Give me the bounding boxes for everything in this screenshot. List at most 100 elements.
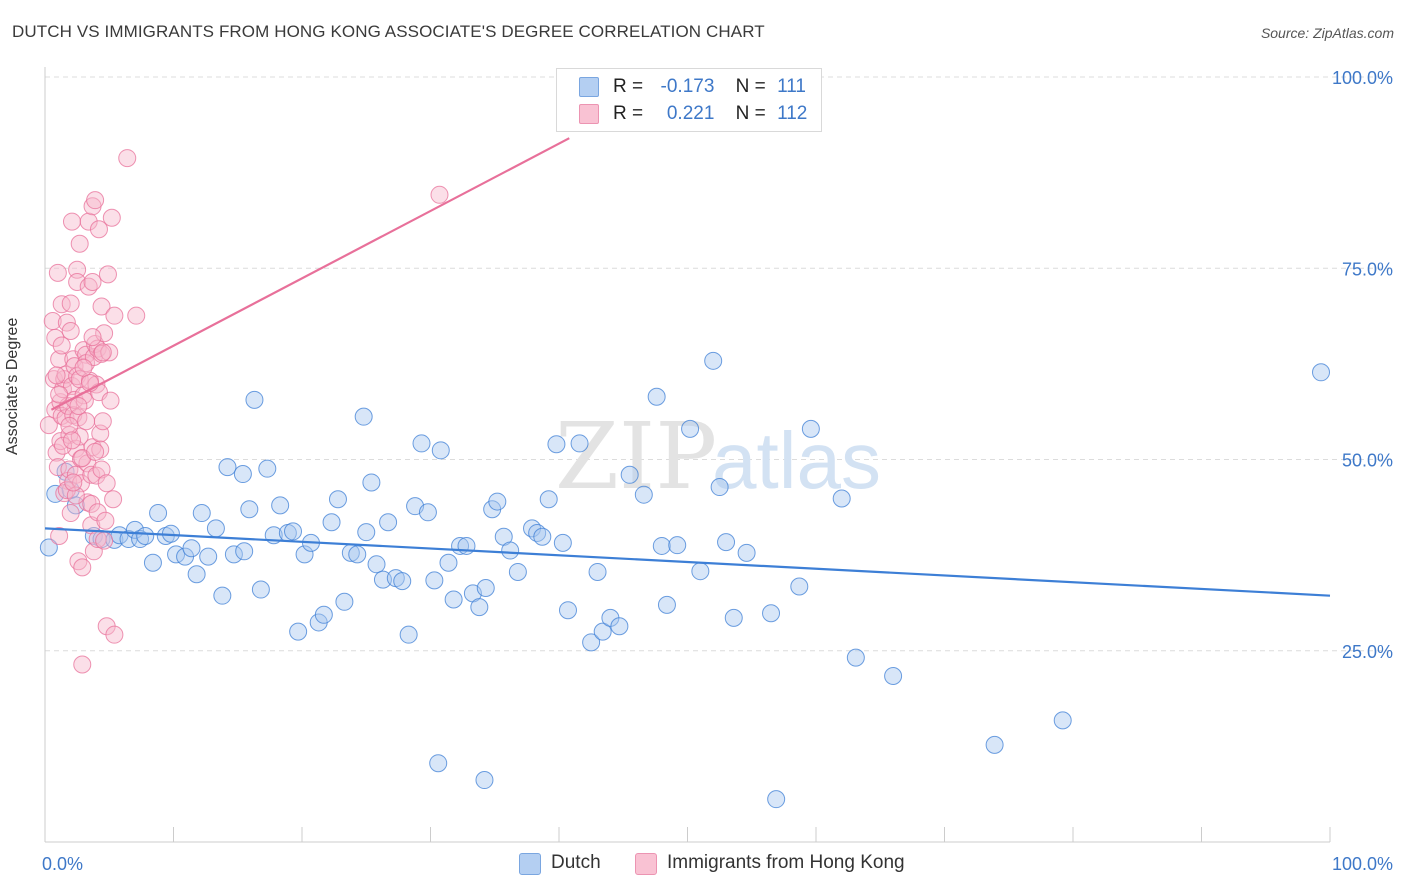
- dutch-point: [289, 622, 308, 641]
- hongkong-point: [60, 416, 79, 435]
- dutch-point: [475, 771, 494, 790]
- tick-labels: 25.0% 50.0% 75.0% 100.0% 0.0% 100.0%: [42, 68, 1393, 874]
- dutch-point: [233, 465, 252, 484]
- dutch-point: [235, 542, 254, 561]
- dutch-point: [610, 617, 629, 636]
- legend-label-dutch: Dutch: [551, 852, 601, 873]
- hongkong-point: [61, 504, 80, 523]
- hongkong-point: [105, 625, 124, 644]
- dutch-point: [328, 490, 347, 509]
- dutch-point: [412, 434, 431, 453]
- watermark-atlas: atlas: [712, 416, 881, 505]
- dutch-point: [681, 419, 700, 438]
- dutch-point: [832, 489, 851, 508]
- dutch-point: [593, 622, 612, 641]
- dutch-point: [668, 536, 687, 555]
- dutch-point: [634, 485, 653, 504]
- hongkong-point: [83, 328, 102, 347]
- dutch-point: [457, 536, 476, 555]
- dutch-point: [439, 553, 458, 572]
- hongkong-point: [105, 306, 124, 325]
- dutch-point: [136, 527, 155, 545]
- dutch-point: [488, 492, 507, 511]
- stats-n-label-dutch: N =: [735, 76, 766, 97]
- stats-n-label-hongkong: N =: [735, 103, 766, 124]
- dutch-point: [46, 484, 65, 503]
- dutch-point: [143, 553, 162, 572]
- trend-lines: [44, 137, 1331, 597]
- hongkong-point: [93, 412, 112, 431]
- dutch-point: [508, 562, 527, 581]
- dutch-point: [691, 562, 710, 581]
- stats-r-label-hongkong: R =: [613, 103, 644, 124]
- dutch-point: [710, 478, 729, 497]
- dutch-point: [470, 598, 489, 617]
- hongkong-point: [68, 273, 87, 292]
- hongkong-point: [92, 460, 111, 479]
- stats-n-value-hongkong: 112: [777, 103, 808, 124]
- dutch-point: [737, 543, 756, 562]
- hongkong-point: [96, 511, 115, 530]
- hongkong-point: [98, 265, 117, 284]
- dutch-point: [431, 441, 450, 460]
- dutch-point: [379, 513, 398, 532]
- chart-title: DUTCH VS IMMIGRANTS FROM HONG KONG ASSOC…: [12, 22, 765, 41]
- dutch-point: [429, 754, 448, 773]
- data-points: [39, 149, 1331, 809]
- hongkong-point: [86, 191, 105, 210]
- dutch-point: [335, 592, 354, 611]
- dutch-point: [367, 555, 386, 574]
- dutch-point: [314, 605, 333, 624]
- y-axis-label: Associate's Degree: [4, 317, 21, 455]
- y-tick-label: 75.0%: [1342, 259, 1393, 279]
- hongkong-point: [430, 185, 449, 204]
- dutch-point: [295, 545, 314, 564]
- stats-r-label-dutch: R =: [613, 76, 644, 97]
- hongkong-trend-line: [50, 137, 570, 411]
- hongkong-point: [73, 558, 92, 577]
- dutch-point: [251, 580, 270, 599]
- hongkong-point: [73, 655, 92, 674]
- stats-r-value-hongkong: 0.221: [666, 103, 715, 124]
- dutch-point: [149, 504, 168, 523]
- hongkong-point: [57, 313, 76, 332]
- dutch-point: [224, 545, 243, 564]
- dutch-point: [553, 533, 572, 552]
- dutch-point: [717, 533, 736, 552]
- hongkong-point: [101, 391, 120, 410]
- y-tick-label: 25.0%: [1342, 642, 1393, 662]
- hongkong-point: [86, 442, 105, 461]
- axes: [44, 67, 1331, 843]
- hongkong-point: [69, 396, 88, 415]
- dutch-point: [354, 407, 373, 426]
- dutch-point: [582, 633, 601, 652]
- dutch-point: [373, 570, 392, 589]
- stats-box: R = -0.173 N = 111 R = 0.221 N = 112: [556, 68, 822, 132]
- dutch-point: [218, 458, 237, 477]
- dutch-point: [570, 434, 589, 453]
- hongkong-point: [83, 273, 102, 292]
- hongkong-point: [52, 295, 71, 314]
- x-tick-label: 0.0%: [42, 854, 83, 874]
- dutch-point: [199, 547, 218, 566]
- dutch-point: [418, 503, 437, 522]
- dutch-point: [258, 459, 277, 478]
- dutch-point: [362, 473, 381, 492]
- hongkong-point: [64, 473, 83, 492]
- hongkong-point: [47, 366, 66, 385]
- hongkong-point: [82, 465, 101, 484]
- hongkong-point: [74, 358, 93, 377]
- dutch-point: [271, 496, 290, 515]
- dutch-point: [284, 522, 303, 541]
- hongkong-point: [47, 443, 66, 462]
- dutch-point: [192, 504, 211, 523]
- hongkong-point: [104, 490, 123, 509]
- dutch-point: [476, 579, 495, 598]
- dutch-point: [704, 351, 723, 370]
- dutch-point: [647, 387, 666, 406]
- hongkong-point: [93, 343, 112, 362]
- source-label: Source: ZipAtlas.com: [1260, 25, 1394, 41]
- hongkong-point: [95, 531, 114, 550]
- dutch-point: [539, 490, 558, 509]
